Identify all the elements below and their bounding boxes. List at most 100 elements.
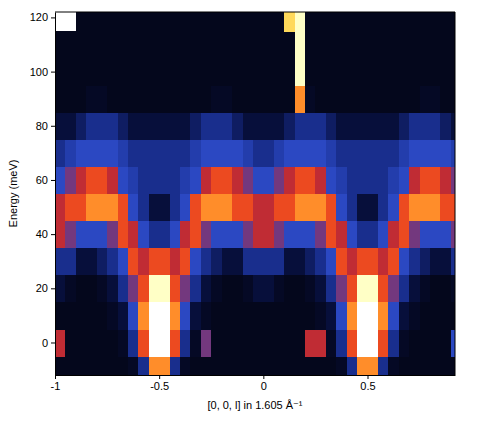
- cell: [440, 248, 451, 276]
- cell: [201, 12, 212, 32]
- cell: [55, 166, 66, 194]
- cell: [190, 12, 201, 32]
- cell: [368, 85, 379, 113]
- cell: [232, 58, 243, 86]
- cell: [263, 194, 274, 222]
- cell: [190, 139, 201, 167]
- cell: [128, 58, 139, 86]
- cell: [378, 302, 389, 330]
- cell: [76, 166, 87, 194]
- cell: [118, 248, 129, 276]
- cell: [86, 275, 97, 303]
- cell: [97, 166, 108, 194]
- cell: [388, 356, 399, 375]
- cell: [138, 31, 149, 59]
- cell: [149, 194, 160, 222]
- y-tick-label: 100: [30, 66, 48, 78]
- cell: [295, 329, 306, 357]
- cell: [388, 12, 399, 32]
- cell: [263, 221, 274, 249]
- cell: [138, 356, 149, 375]
- cell: [284, 221, 295, 249]
- cell: [201, 221, 212, 249]
- cell: [107, 221, 118, 249]
- cell: [180, 194, 191, 222]
- cell: [451, 194, 455, 222]
- cell: [295, 166, 306, 194]
- cell: [253, 248, 264, 276]
- cell: [222, 31, 233, 59]
- cell: [295, 112, 306, 140]
- cell: [368, 112, 379, 140]
- cell: [76, 275, 87, 303]
- heatmap-cells: [55, 12, 455, 375]
- cell: [222, 248, 233, 276]
- cell: [305, 85, 316, 113]
- cell: [211, 166, 222, 194]
- cell: [430, 221, 441, 249]
- cell: [347, 139, 358, 167]
- cell: [440, 329, 451, 357]
- cell: [55, 85, 66, 113]
- cell: [440, 166, 451, 194]
- cell: [170, 221, 181, 249]
- cell: [347, 31, 358, 59]
- cell: [284, 139, 295, 167]
- cell: [305, 221, 316, 249]
- cell: [253, 194, 264, 222]
- cell: [357, 221, 368, 249]
- cell: [399, 139, 410, 167]
- cell: [347, 275, 358, 303]
- cell: [420, 248, 431, 276]
- cell: [440, 194, 451, 222]
- cell: [430, 356, 441, 375]
- cell: [357, 356, 368, 375]
- cell: [190, 275, 201, 303]
- cell: [440, 12, 451, 32]
- cell: [326, 302, 337, 330]
- cell: [128, 248, 139, 276]
- cell: [55, 275, 66, 303]
- cell: [430, 58, 441, 86]
- cell: [378, 194, 389, 222]
- cell: [149, 112, 160, 140]
- cell: [347, 12, 358, 32]
- cell: [326, 356, 337, 375]
- cell: [420, 356, 431, 375]
- cell: [149, 275, 160, 303]
- cell: [97, 12, 108, 32]
- cell: [274, 31, 285, 59]
- cell: [315, 275, 326, 303]
- cell: [243, 221, 254, 249]
- cell: [430, 112, 441, 140]
- cell: [263, 112, 274, 140]
- x-tick-mark: [159, 375, 160, 379]
- cell: [399, 248, 410, 276]
- cell: [65, 356, 76, 375]
- cell: [65, 329, 76, 357]
- cell: [451, 356, 455, 375]
- cell: [232, 302, 243, 330]
- cell: [388, 85, 399, 113]
- cell: [190, 58, 201, 86]
- cell: [336, 356, 347, 375]
- frame-right: [455, 12, 456, 375]
- cell: [305, 356, 316, 375]
- cell: [305, 194, 316, 222]
- cell: [420, 275, 431, 303]
- cell: [295, 356, 306, 375]
- cell: [430, 194, 441, 222]
- cell: [357, 194, 368, 222]
- cell: [211, 31, 222, 59]
- cell: [326, 166, 337, 194]
- cell: [451, 58, 455, 86]
- cell: [170, 329, 181, 357]
- cell: [107, 194, 118, 222]
- cell: [253, 12, 264, 32]
- cell: [274, 58, 285, 86]
- cell: [430, 31, 441, 59]
- cell: [284, 356, 295, 375]
- cell: [274, 194, 285, 222]
- cell: [118, 166, 129, 194]
- cell: [232, 356, 243, 375]
